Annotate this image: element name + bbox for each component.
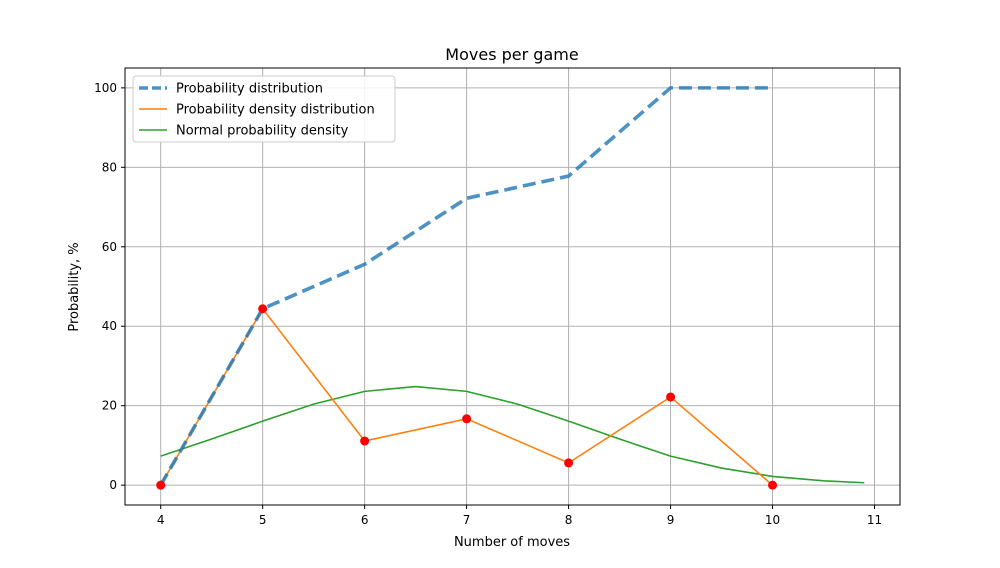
x-tick-label: 10 [765,513,780,527]
axis-ticks: 4 5 6 7 8 9 10 11 0 20 40 60 80 100 [94,81,882,527]
x-tick-label: 6 [361,513,369,527]
plot-series [156,86,865,490]
y-tick-label: 100 [94,81,117,95]
x-tick-label: 7 [463,513,471,527]
y-tick-label: 60 [102,240,117,254]
x-tick-label: 11 [867,513,882,527]
density-point [258,304,268,314]
legend-box [132,75,396,143]
x-tick-label: 5 [259,513,267,527]
legend-label: Normal probability density [176,124,349,139]
density-point [666,392,676,402]
y-tick-label: 40 [102,319,117,333]
x-tick-label: 9 [667,513,675,527]
x-tick-label: 4 [157,513,165,527]
legend: Probability distribution Probability dens… [132,75,396,143]
probability-distribution-line [159,86,773,487]
y-tick-label: 0 [109,478,117,492]
x-axis-label: Number of moves [454,535,570,550]
y-tick-label: 80 [102,160,117,174]
density-point [156,480,166,490]
density-point [360,436,370,446]
density-point [462,414,472,424]
density-point [768,480,778,490]
legend-label: Probability density distribution [176,103,375,118]
x-tick-label: 8 [565,513,573,527]
legend-label: Probability distribution [176,82,323,97]
density-point [564,458,574,468]
y-axis-label: Probability, % [67,242,82,331]
plot-frame [124,67,901,506]
y-tick-label: 20 [102,399,117,413]
normal-density-line [160,385,865,484]
chart-title: Moves per game [445,45,578,64]
